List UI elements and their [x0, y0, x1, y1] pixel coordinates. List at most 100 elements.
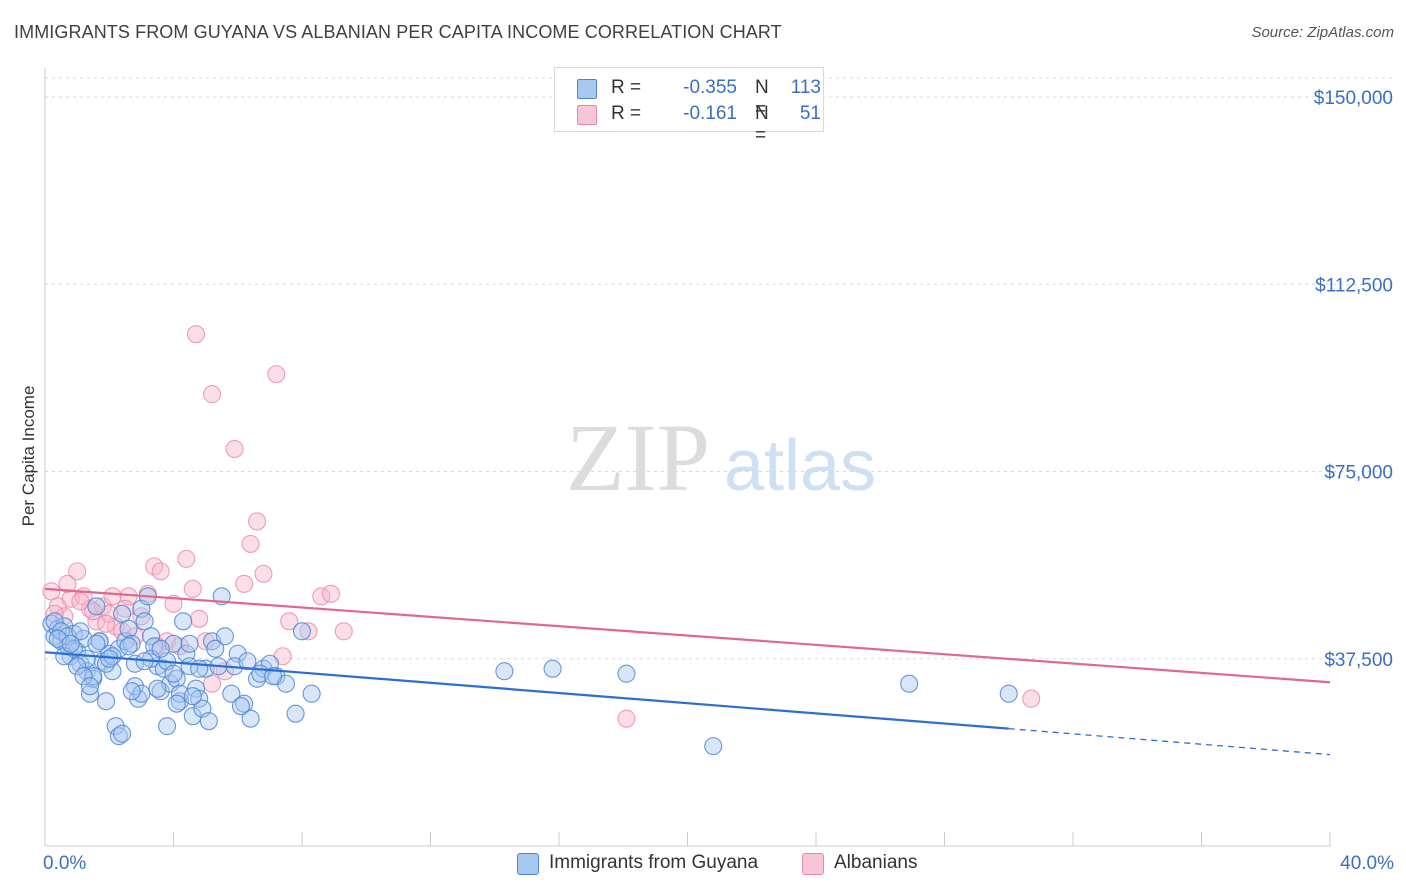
- guyana-point: [167, 669, 186, 688]
- correlation-legend: R = -0.355 N = 113 R = -0.161 N = 51: [554, 67, 824, 146]
- legend-swatch-pink: [577, 105, 597, 125]
- y-tick-label: $37,500: [1324, 650, 1393, 671]
- albanians-point: [68, 562, 87, 581]
- guyana-point: [199, 712, 218, 731]
- albanians-point: [280, 612, 299, 631]
- albanians-point: [45, 604, 64, 623]
- guyana-point: [122, 682, 141, 701]
- guyana-point: [125, 677, 144, 696]
- legend-r-label: R =: [611, 77, 642, 98]
- guyana-point: [109, 727, 128, 746]
- guyana-point: [164, 664, 183, 683]
- legend-n-label: N =: [755, 103, 769, 146]
- guyana-trend-line: [44, 651, 1009, 730]
- guyana-point: [135, 612, 154, 631]
- guyana-point: [80, 684, 100, 703]
- guyana-point: [704, 737, 723, 756]
- guyana-point: [61, 634, 80, 653]
- watermark: ZIP atlas: [566, 404, 876, 511]
- albanians-point: [190, 609, 209, 628]
- y-tick-labels: $37,500 $75,000 $112,500 $150,000: [1314, 88, 1393, 671]
- guyana-point: [113, 604, 132, 623]
- guyana-point: [206, 639, 225, 658]
- guyana-point: [122, 634, 141, 653]
- guyana-point: [80, 677, 100, 696]
- albanians-point: [203, 385, 222, 404]
- guyana-point: [617, 664, 636, 683]
- albanians-point: [58, 574, 77, 593]
- guyana-point: [292, 622, 312, 641]
- legend-swatch-pink: [802, 853, 824, 875]
- albanians-point: [1022, 689, 1041, 708]
- guyana-point: [141, 627, 161, 646]
- guyana-point: [151, 639, 170, 658]
- legend-n-value: 51: [799, 103, 821, 124]
- legend-n-label: N =: [755, 77, 769, 120]
- guyana-point: [190, 659, 209, 678]
- guyana-point: [222, 684, 241, 703]
- legend-swatch-blue: [517, 853, 539, 875]
- guyana-point: [64, 639, 83, 658]
- guyana-point: [543, 659, 562, 678]
- albanians-point: [254, 564, 273, 583]
- watermark-zip: ZIP: [566, 404, 710, 511]
- albanians-point: [321, 584, 340, 603]
- guyana-point: [183, 687, 202, 706]
- albanians-point: [96, 614, 116, 633]
- guyana-point: [74, 667, 93, 686]
- guyana-point: [119, 619, 138, 638]
- guyana-point: [302, 684, 321, 703]
- trend-lines: [44, 587, 1331, 756]
- albanians-trend-line: [44, 587, 1331, 684]
- albanians-point: [241, 534, 260, 553]
- albanians-point: [103, 587, 122, 606]
- grid-lines: [45, 77, 1394, 660]
- albanians-point: [183, 579, 202, 598]
- guyana-point: [148, 679, 167, 698]
- guyana-point: [158, 717, 177, 736]
- guyana-point: [87, 634, 106, 653]
- guyana-point: [900, 674, 919, 693]
- albanians-point: [247, 512, 267, 531]
- guyana-point: [96, 692, 116, 711]
- albanians-point: [132, 607, 151, 626]
- guyana-point: [151, 682, 170, 701]
- guyana-point: [167, 694, 186, 713]
- x-tick-label: 40.0%: [1340, 853, 1394, 874]
- albanians-point: [84, 602, 103, 621]
- guyana-point: [231, 697, 251, 716]
- guyana-point: [247, 669, 267, 688]
- axes: [44, 68, 1331, 847]
- source-label: Source: ZipAtlas.com: [1251, 24, 1394, 41]
- guyana-point: [87, 597, 106, 616]
- albanians-point: [299, 622, 318, 641]
- legend-label: Albanians: [834, 852, 918, 873]
- albanians-point: [235, 574, 254, 593]
- y-tick-label: $112,500: [1315, 275, 1393, 296]
- guyana-point: [495, 662, 514, 681]
- albanians-points: [42, 325, 1041, 728]
- albanians-point: [267, 365, 286, 384]
- guyana-point: [215, 627, 234, 646]
- guyana-trend-extension: [1008, 728, 1331, 756]
- albanians-point: [177, 549, 196, 568]
- albanians-point: [225, 439, 244, 459]
- albanians-point: [151, 562, 170, 581]
- guyana-point: [180, 634, 199, 653]
- x-tick-label: 0.0%: [43, 853, 86, 874]
- guyana-point: [238, 652, 257, 671]
- albanians-point: [93, 597, 112, 616]
- guyana-point: [235, 694, 254, 713]
- guyana-point: [286, 704, 305, 723]
- y-axis-label: Per Capita Income: [19, 386, 38, 527]
- guyana-point: [90, 632, 109, 651]
- y-tick-label: $75,000: [1324, 463, 1393, 484]
- guyana-point: [183, 707, 202, 726]
- legend-r-value: -0.161: [683, 103, 737, 124]
- guyana-points: [42, 587, 1018, 756]
- guyana-point: [84, 667, 103, 686]
- watermark-atlas: atlas: [724, 426, 876, 506]
- guyana-point: [68, 657, 87, 676]
- albanians-point: [116, 599, 135, 618]
